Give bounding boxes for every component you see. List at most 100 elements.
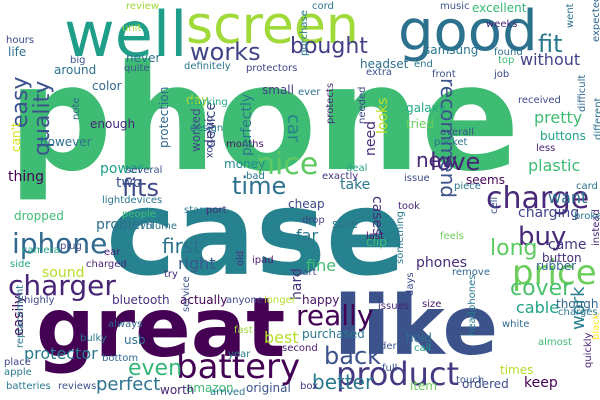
cloud-word: clip: [366, 235, 387, 249]
cloud-word: fits: [122, 174, 160, 202]
cloud-word: amazon: [186, 381, 234, 395]
cloud-word: overall: [440, 127, 474, 138]
cloud-word: cover: [510, 276, 572, 301]
cloud-word: old: [235, 250, 246, 266]
cloud-word: battery: [176, 347, 301, 387]
cloud-word: hold: [406, 331, 432, 345]
cloud-word: usb: [124, 333, 146, 347]
cloud-word: original: [246, 381, 291, 395]
cloud-word: deal: [346, 163, 368, 174]
cloud-word: charger: [8, 269, 116, 302]
cloud-word: pretty: [534, 108, 583, 127]
cloud-word: day: [186, 93, 209, 107]
cloud-word: really: [296, 299, 374, 332]
cloud-word: unit: [122, 23, 142, 34]
cloud-word: apple: [4, 367, 32, 378]
cloud-word: bottom: [102, 353, 139, 364]
cloud-word: extra: [366, 67, 393, 78]
cloud-word: black: [591, 313, 600, 340]
cloud-word: remove: [452, 267, 490, 278]
cloud-word: phone: [8, 34, 520, 204]
cloud-word: item: [410, 379, 438, 393]
cloud-word: price: [512, 253, 597, 293]
cloud-word: pocket: [434, 137, 468, 148]
cloud-word: full: [382, 363, 398, 374]
cloud-word: far: [296, 226, 319, 245]
cloud-word: issue: [404, 173, 430, 184]
cloud-word: protects: [325, 82, 336, 124]
cloud-word: sure: [332, 217, 358, 231]
cloud-word: dropped: [14, 209, 64, 223]
cloud-word: size: [422, 299, 442, 310]
cloud-word: anyone: [226, 295, 263, 306]
cloud-word: expected: [591, 0, 600, 42]
cloud-word: well: [64, 0, 188, 71]
cloud-word: second: [282, 343, 318, 354]
cloud-word: arrived: [210, 387, 246, 398]
cloud-word: otterbox: [204, 116, 215, 159]
cloud-word: volume: [140, 221, 178, 232]
cloud-word: piece: [454, 181, 481, 192]
cloud-word: tried: [406, 117, 434, 131]
cloud-word: buttons: [540, 129, 586, 143]
cloud-word: sound: [42, 265, 85, 281]
cloud-word: want: [548, 188, 588, 207]
cloud-word: even: [128, 356, 183, 381]
cloud-word: around: [54, 63, 97, 77]
cloud-word: two: [116, 175, 142, 191]
cloud-word: nice: [256, 147, 319, 182]
cloud-word: keep: [524, 375, 558, 391]
cloud-word: found: [494, 47, 523, 58]
cloud-word: though: [556, 297, 599, 311]
cloud-word: buy: [518, 222, 567, 252]
cloud-word: difficult: [577, 74, 588, 112]
cloud-word: cable: [516, 298, 560, 317]
cloud-word: enough: [90, 117, 136, 131]
cloud-word: front: [432, 69, 456, 80]
cloud-word: call: [414, 343, 432, 354]
cloud-word: top: [498, 55, 515, 66]
cloud-word: actually: [180, 293, 228, 307]
cloud-word: charging: [518, 205, 580, 221]
cloud-word: however: [40, 135, 92, 149]
cloud-word: hours: [6, 35, 35, 46]
cloud-word: rubber: [536, 259, 577, 273]
cloud-word: first: [162, 234, 202, 258]
cloud-word: charges: [558, 307, 598, 318]
cloud-word: ipad: [252, 255, 274, 266]
cloud-word: button: [542, 251, 582, 265]
cloud-word: right: [178, 254, 216, 273]
cloud-word: box: [300, 381, 319, 392]
cloud-word: charge: [486, 181, 590, 216]
cloud-word: seems: [466, 173, 505, 187]
cloud-word: product: [336, 355, 460, 393]
cloud-word: reviews: [58, 381, 97, 392]
cloud-word: always: [108, 319, 143, 330]
cloud-word: charged: [86, 259, 127, 270]
cloud-word: iphone: [12, 227, 108, 260]
cloud-word: works: [190, 38, 261, 66]
cloud-word: try: [164, 269, 178, 280]
cloud-word: easy: [8, 76, 33, 129]
cloud-word: worth: [160, 383, 195, 397]
cloud-word: take: [340, 177, 371, 193]
cloud-word: year: [228, 349, 251, 360]
cloud-word: part: [296, 267, 317, 278]
cloud-word: better: [312, 370, 374, 394]
cloud-word: bulky: [80, 333, 107, 344]
cloud-word: times: [500, 363, 534, 377]
cloud-word: touch: [456, 375, 485, 386]
cloud-word: big: [70, 55, 86, 66]
cloud-word: galaxy: [406, 101, 446, 115]
cloud-word: less: [536, 143, 556, 154]
cloud-word: new: [416, 148, 458, 172]
cloud-word: headphones: [467, 274, 478, 336]
cloud-word: cases: [369, 196, 385, 236]
cloud-word: plastic: [528, 156, 581, 175]
cloud-word: drop: [302, 215, 325, 226]
cloud-word: excellent: [472, 1, 527, 15]
cloud-word: samsung: [424, 43, 479, 57]
cloud-word: cord: [312, 1, 334, 12]
cloud-word: time: [232, 172, 287, 200]
